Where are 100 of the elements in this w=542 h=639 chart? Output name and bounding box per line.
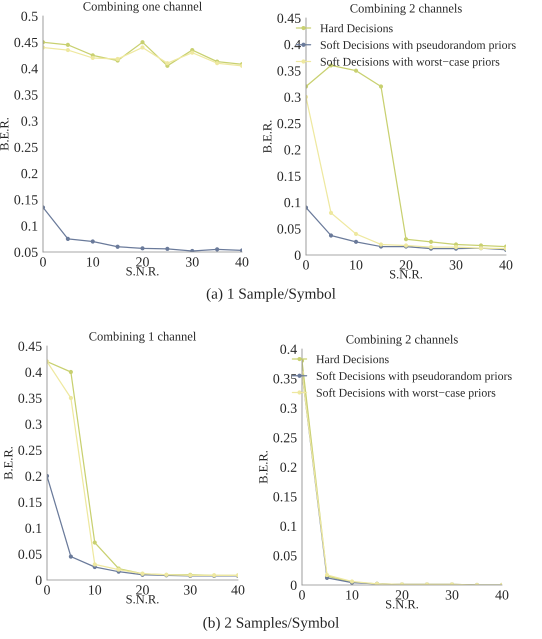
y-axis-title: B.E.R.: [0, 118, 9, 150]
y-tick-label: 0.4: [280, 344, 297, 354]
text: (b) 2 Samples/Symbol: [203, 617, 340, 631]
y-tick-label: 0.15: [14, 195, 38, 205]
point: [190, 248, 194, 252]
x-tick-label: 10: [350, 260, 362, 270]
chart-title: Combining 2 channels: [346, 334, 458, 346]
chart-title: Combining 1 channel: [89, 332, 196, 344]
y-tick-label: 0.35: [14, 90, 38, 100]
y-tick-label: 0: [294, 250, 301, 260]
chart-title: Combining one channel: [83, 2, 202, 14]
x-tick-label: 30: [450, 260, 462, 270]
y-tick-label: 0.3: [280, 404, 297, 414]
point: [378, 242, 384, 247]
y-tick-label: 0.2: [284, 145, 300, 155]
y-tick-label: 0.15: [273, 492, 297, 502]
y-tick-label: 0.15: [18, 498, 42, 508]
point: [90, 56, 95, 60]
legend-label: Hard Decisions: [320, 24, 393, 32]
text: (a) 1 Sample/Symbol: [206, 288, 336, 302]
y-tick-label: 0.35: [18, 394, 42, 404]
legend-label: Soft Decisions with pseudorandom priors: [316, 372, 512, 382]
legend-label: Soft Decisions with worst−case priors: [316, 388, 496, 400]
point: [328, 210, 334, 215]
point: [165, 246, 170, 251]
point: [354, 232, 358, 236]
point: [68, 370, 73, 374]
point: [404, 237, 408, 242]
point: [378, 84, 384, 89]
x-tick-label: 10: [346, 590, 358, 600]
x-axis-title: S.N.R.: [126, 267, 159, 276]
legend-label: Soft Decisions with pseudorandom priors: [320, 40, 516, 52]
point: [66, 42, 70, 47]
point: [328, 233, 334, 238]
y-tick-label: 0.3: [284, 92, 301, 102]
y-tick-label: 0.35: [277, 66, 301, 76]
x-axis-title: S.N.R.: [386, 600, 418, 609]
y-tick-label: 0.15: [277, 172, 301, 182]
point: [140, 246, 145, 250]
line-series: [43, 45, 242, 68]
point: [90, 239, 95, 244]
y-axis-title: B.E.R.: [263, 120, 272, 153]
y-tick-label: 0.4: [284, 40, 301, 50]
legend-label: Soft Decisions with worst−case priors: [320, 57, 500, 68]
y-tick-label: 0.45: [277, 14, 301, 24]
x-tick-label: 40: [231, 585, 244, 595]
point: [165, 61, 170, 66]
y-tick-label: 0.05: [273, 551, 297, 561]
y-tick-label: 0.1: [21, 221, 38, 231]
point: [140, 40, 145, 44]
point: [354, 240, 358, 244]
y-tick-label: 0: [36, 576, 42, 585]
y-axis-title: B.E.R.: [259, 450, 268, 484]
y-tick-label: 0.4: [21, 64, 38, 74]
point: [92, 540, 97, 545]
y-tick-label: 0.2: [280, 462, 296, 472]
point: [140, 45, 145, 50]
y-tick-label: 0.25: [18, 446, 42, 456]
x-tick-label: 20: [136, 257, 149, 267]
y-tick-label: 0.4: [25, 368, 42, 378]
y-tick-label: 0.2: [21, 168, 38, 178]
y-tick-label: 0.05: [14, 248, 38, 258]
x-tick-label: 30: [446, 590, 458, 600]
x-tick-label: 20: [400, 260, 412, 270]
x-tick-label: 0: [44, 585, 50, 595]
y-tick-label: 0.45: [18, 342, 42, 352]
x-tick-label: 30: [186, 257, 199, 267]
point: [428, 240, 434, 244]
x-tick-label: 30: [184, 585, 197, 595]
y-tick-label: 0.3: [21, 116, 38, 126]
point: [92, 562, 97, 566]
x-tick-label: 20: [396, 590, 408, 600]
legend-label: Hard Decisions: [316, 354, 389, 364]
x-axis-title: S.N.R.: [126, 595, 159, 604]
y-tick-label: 0.25: [273, 433, 297, 443]
point: [66, 236, 70, 241]
point: [66, 48, 70, 52]
y-tick-label: 0.25: [277, 118, 301, 128]
y-tick-label: 0.1: [280, 522, 296, 532]
point: [68, 554, 73, 559]
y-tick-label: 0.2: [25, 472, 42, 482]
point: [215, 247, 220, 252]
y-tick-label: 0.1: [25, 524, 42, 534]
y-tick-label: 0.3: [25, 420, 42, 430]
x-tick-label: 10: [87, 257, 100, 267]
point: [354, 68, 358, 73]
y-tick-label: 0.1: [284, 198, 300, 208]
x-tick-label: 20: [136, 585, 149, 595]
x-tick-label: 40: [235, 257, 248, 267]
x-tick-label: 40: [499, 260, 512, 270]
y-tick-label: 0.5: [21, 12, 38, 22]
x-tick-label: 0: [303, 260, 309, 270]
y-tick-label: 0.05: [277, 224, 301, 234]
y-tick-label: 0.05: [18, 550, 42, 560]
y-tick-label: 0.45: [14, 38, 38, 48]
chart-title: Combining 2 channels: [350, 4, 462, 16]
x-axis-title: S.N.R.: [390, 270, 422, 279]
x-tick-label: 10: [89, 585, 102, 595]
x-tick-label: 40: [495, 590, 508, 600]
point: [190, 50, 194, 55]
